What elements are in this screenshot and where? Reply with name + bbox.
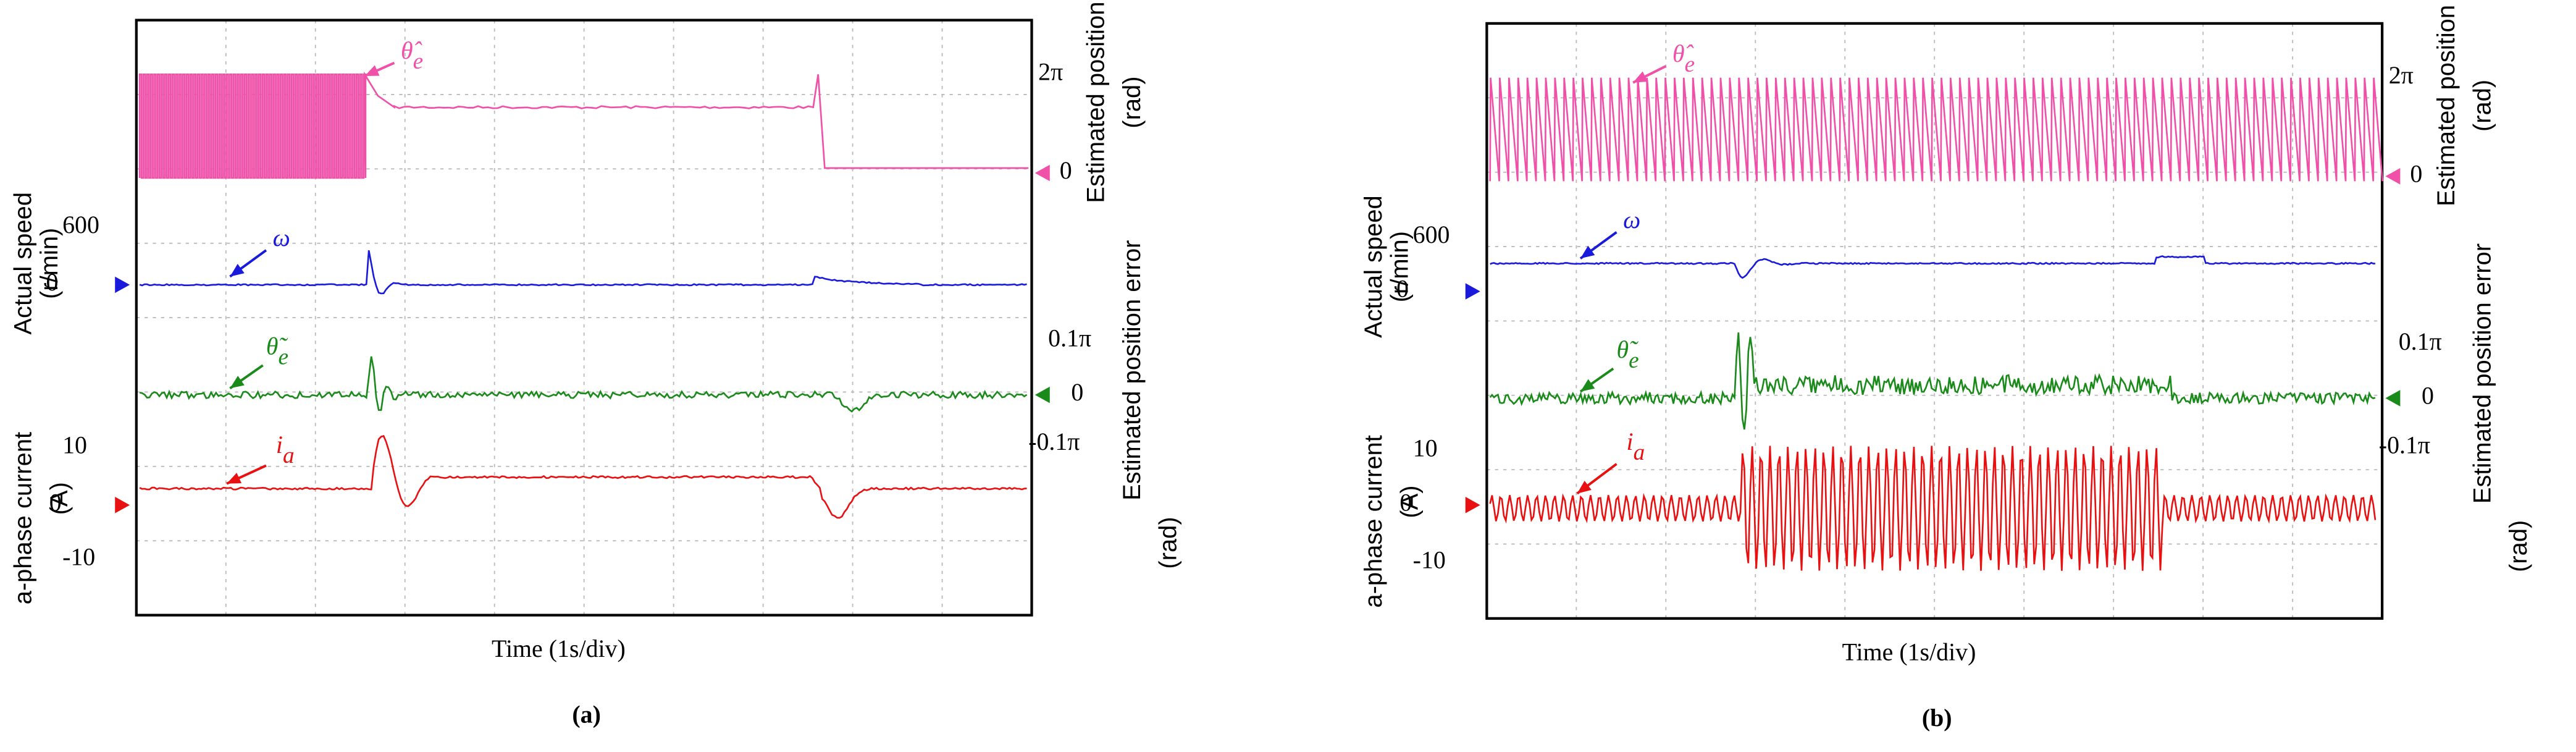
- axis-title: Estimated position error: [1118, 240, 1146, 501]
- panel: 2π 0 Estimated position (rad) 600 Actual spee…: [9, 2, 1181, 729]
- speed-trace: [1490, 255, 2375, 279]
- arrow-head: [1577, 481, 1592, 494]
- x-axis-title: Time (1s/div): [1842, 638, 1976, 666]
- axis-unit: (r/min): [1387, 231, 1414, 302]
- trace-label: θ̂e: [1672, 40, 1695, 77]
- trace-label-subscript: e: [413, 48, 424, 74]
- axis-title: Estimated position: [2433, 5, 2460, 206]
- error-trace: [139, 356, 1028, 413]
- trace-label: ω: [1623, 206, 1640, 234]
- x-axis-title: Time (1s/div): [492, 635, 626, 662]
- axis-unit: (A): [46, 482, 73, 515]
- position-trace: [1489, 77, 2383, 182]
- trace-label-symbol: ω: [273, 224, 290, 251]
- arrow-head: [1580, 245, 1595, 259]
- arrow-head: [364, 65, 380, 77]
- trace-label-symbol: ω: [1623, 206, 1640, 234]
- tick-label: 600: [62, 211, 99, 239]
- speed-trace: [139, 250, 1027, 295]
- arrow-head: [1633, 71, 1648, 83]
- tick-label: -0.1π: [1028, 428, 1080, 455]
- axis-unit: (rad): [2505, 520, 2532, 572]
- tick-label: 0.1π: [1048, 324, 1091, 352]
- trace-label-subscript: a: [283, 443, 295, 468]
- zero-marker: [1465, 283, 1480, 300]
- trace-label: ia: [1626, 428, 1645, 465]
- zero-marker: [1465, 497, 1480, 513]
- axis-unit: (rad): [2469, 80, 2496, 132]
- trace-label-subscript: e: [279, 344, 289, 370]
- trace-label: ω: [273, 224, 290, 251]
- tick-label: 0: [2422, 382, 2434, 410]
- trace-label: θ̂e: [401, 36, 423, 74]
- trace-label-symbol: i: [1626, 428, 1633, 455]
- tick-label: -10: [1413, 546, 1446, 574]
- zero-marker: [115, 497, 130, 513]
- plot-frame: [135, 19, 1033, 617]
- tick-label: 2π: [2389, 61, 2414, 89]
- panel: 2π 0 Estimated position (rad) 600 Actual spee…: [1360, 5, 2532, 732]
- axis-title: a-phase current: [1360, 435, 1387, 607]
- axis-title: Actual speed: [1360, 195, 1387, 338]
- trace-label: ia: [276, 431, 295, 468]
- tick-label: 0: [49, 488, 62, 516]
- panel-label: (b): [1922, 704, 1952, 732]
- axis-unit: (A): [1396, 485, 1424, 518]
- axis-title: Estimated position error: [2469, 243, 2496, 504]
- axis-title: Estimated position: [1082, 2, 1109, 203]
- trace-label-subscript: e: [1629, 347, 1639, 373]
- arrow-head: [230, 376, 245, 389]
- zero-marker: [1034, 386, 1050, 403]
- zero-marker: [2385, 390, 2401, 407]
- tick-label: -10: [62, 543, 95, 570]
- tick-label: 600: [1413, 221, 1450, 248]
- trace-label-subscript: e: [1685, 52, 1695, 77]
- axis-unit: (rad): [1155, 517, 1182, 568]
- zero-marker: [2385, 168, 2401, 185]
- axis-unit: (r/min): [36, 228, 63, 299]
- tick-label: 0: [1399, 488, 1412, 516]
- zero-marker: [1034, 164, 1050, 182]
- tick-label: 10: [1413, 434, 1438, 462]
- zero-marker: [115, 276, 130, 294]
- tick-label: -0.1π: [2379, 431, 2430, 458]
- arrow-head: [227, 473, 242, 484]
- error-trace: [1489, 332, 2376, 430]
- tick-label: 0: [2410, 159, 2422, 187]
- plot-frame: [1485, 22, 2384, 620]
- tick-label: 0: [1060, 156, 1072, 184]
- tick-label: 0: [46, 268, 58, 296]
- tick-label: 0: [1396, 275, 1409, 303]
- axis-unit: (rad): [1118, 76, 1146, 128]
- trace-label: θ̃e: [1617, 336, 1639, 373]
- panel-label: (a): [572, 701, 601, 729]
- axis-title: a-phase current: [9, 432, 36, 604]
- tick-label: 10: [62, 431, 87, 458]
- position-trace: [138, 71, 1029, 179]
- trace-label-symbol: i: [276, 431, 283, 458]
- trace-label: θ̃e: [266, 332, 288, 370]
- axis-title: Actual speed: [9, 192, 36, 335]
- tick-label: 0.1π: [2399, 327, 2442, 355]
- current-trace: [1489, 446, 2377, 571]
- tick-label: 2π: [1038, 58, 1063, 86]
- arrow-head: [1580, 379, 1595, 392]
- current-trace: [139, 435, 1027, 519]
- arrow-head: [230, 264, 245, 277]
- tick-label: 0: [1071, 378, 1083, 406]
- trace-label-subscript: a: [1634, 439, 1645, 465]
